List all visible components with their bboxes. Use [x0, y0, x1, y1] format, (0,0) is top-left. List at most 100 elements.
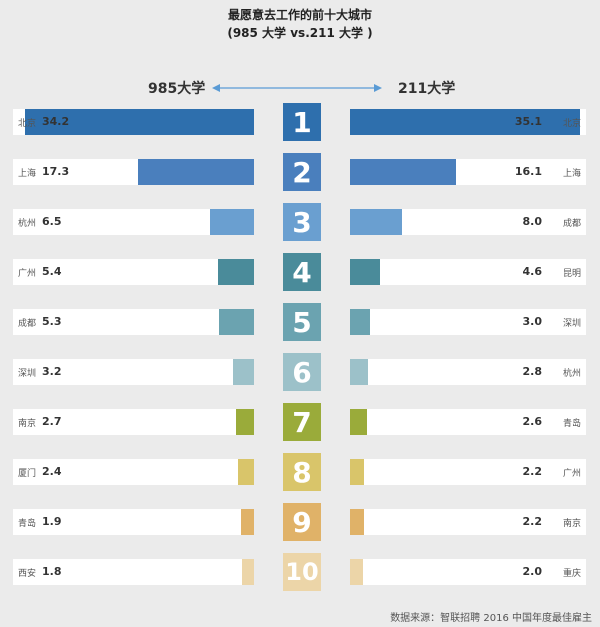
left-value-label: 2.4	[42, 465, 62, 478]
left-city-label: 广州	[18, 269, 37, 279]
left-city-label: 青岛	[18, 519, 37, 529]
left-value-label: 5.4	[42, 265, 62, 278]
right-value-label: 2.2	[522, 465, 543, 478]
right-value-label: 16.1	[514, 165, 542, 178]
right-city-label: 昆明	[563, 269, 582, 279]
rank-badge: 10	[283, 553, 321, 591]
left-value-label: 1.9	[42, 515, 62, 528]
chart-title: 最愿意去工作的前十大城市	[227, 8, 372, 22]
left-bar-track	[13, 309, 254, 335]
right-city-label: 南京	[563, 519, 582, 529]
right-bar	[350, 109, 581, 135]
right-city-label: 北京	[563, 119, 582, 129]
left-value-label: 1.8	[42, 565, 62, 578]
right-city-label: 深圳	[563, 319, 582, 329]
left-bar	[241, 559, 254, 585]
right-group-label: 211大学	[398, 81, 456, 97]
left-bar	[25, 109, 254, 135]
left-value-label: 17.3	[42, 165, 70, 178]
right-city-label: 上海	[563, 169, 582, 179]
left-bar	[241, 509, 254, 535]
left-bar	[217, 259, 254, 285]
rank-badge: 1	[283, 103, 321, 141]
right-value-label: 4.6	[522, 265, 543, 278]
left-value-label: 2.7	[42, 415, 62, 428]
table-row: 上海 17.3 16.1 上海	[0, 159, 600, 185]
left-value-label: 34.2	[42, 115, 70, 128]
right-bar-track	[350, 259, 586, 285]
left-bar	[210, 209, 254, 235]
rank-badge: 5	[283, 303, 321, 341]
table-row: 厦门 2.4 2.2 广州	[0, 459, 600, 485]
right-city-label: 广州	[563, 469, 582, 479]
right-bar	[350, 409, 368, 435]
right-bar	[350, 359, 369, 385]
left-group-label: 985大学	[148, 81, 206, 97]
left-bar	[235, 409, 254, 435]
left-bar	[218, 309, 254, 335]
right-bar-track	[350, 459, 586, 485]
right-bar	[350, 209, 403, 235]
table-row: 深圳 3.2 2.8 杭州	[0, 359, 600, 385]
right-bar	[350, 309, 370, 335]
right-value-label: 8.0	[522, 215, 543, 228]
left-bar-track	[13, 259, 254, 285]
left-bar-track	[13, 459, 254, 485]
table-row: 南京 2.7 2.6 青岛	[0, 409, 600, 435]
table-row: 青岛 1.9 2.2 南京	[0, 509, 600, 535]
right-bar	[350, 259, 381, 285]
right-bar-track	[350, 309, 586, 335]
right-bar	[350, 509, 365, 535]
right-bar	[350, 159, 456, 185]
left-city-label: 成都	[18, 319, 37, 329]
left-bar	[237, 459, 254, 485]
right-bar-track	[350, 559, 586, 585]
right-bar	[350, 459, 365, 485]
left-value-label: 5.3	[42, 315, 62, 328]
right-city-label: 杭州	[563, 369, 582, 379]
table-row: 杭州 6.5 8.0 成都	[0, 209, 600, 235]
right-value-label: 35.1	[514, 115, 542, 128]
right-city-label: 青岛	[563, 419, 582, 429]
rank-badge: 3	[283, 203, 321, 241]
right-value-label: 2.0	[522, 565, 543, 578]
left-bar-track	[13, 409, 254, 435]
right-value-label: 2.6	[522, 415, 543, 428]
right-value-label: 2.8	[522, 365, 543, 378]
right-bar-track	[350, 409, 586, 435]
left-city-label: 南京	[18, 419, 37, 429]
table-row: 广州 5.4 4.6 昆明	[0, 259, 600, 285]
rank-badge: 2	[283, 153, 321, 191]
left-city-label: 杭州	[18, 219, 37, 229]
source-note: 数据来源：智联招聘 2016 中国年度最佳雇主	[390, 613, 592, 624]
table-row: 成都 5.3 3.0 深圳	[0, 309, 600, 335]
left-city-label: 北京	[18, 119, 37, 129]
rank-badge: 7	[283, 403, 321, 441]
chart-subtitle: (985 大学 vs.211 大学 )	[227, 26, 373, 40]
rank-badge: 6	[283, 353, 321, 391]
double-arrow-icon	[212, 78, 382, 98]
left-bar-track	[13, 359, 254, 385]
left-bar-track	[13, 509, 254, 535]
right-city-label: 成都	[563, 219, 582, 229]
left-bar	[138, 159, 254, 185]
right-bar-track	[350, 359, 586, 385]
right-bar	[350, 559, 364, 585]
table-row: 西安 1.8 2.0 重庆	[0, 559, 600, 585]
left-value-label: 6.5	[42, 215, 62, 228]
rank-badge: 4	[283, 253, 321, 291]
left-city-label: 西安	[18, 569, 37, 579]
left-bar	[232, 359, 254, 385]
left-value-label: 3.2	[42, 365, 62, 378]
left-bar-track	[13, 559, 254, 585]
rank-badge: 9	[283, 503, 321, 541]
right-city-label: 重庆	[563, 569, 582, 579]
left-city-label: 上海	[18, 169, 37, 179]
left-city-label: 厦门	[18, 469, 37, 479]
right-value-label: 2.2	[522, 515, 543, 528]
left-city-label: 深圳	[18, 369, 37, 379]
rank-badge: 8	[283, 453, 321, 491]
right-bar-track	[350, 509, 586, 535]
table-row: 北京 34.2 35.1 北京	[0, 109, 600, 135]
right-value-label: 3.0	[522, 315, 543, 328]
